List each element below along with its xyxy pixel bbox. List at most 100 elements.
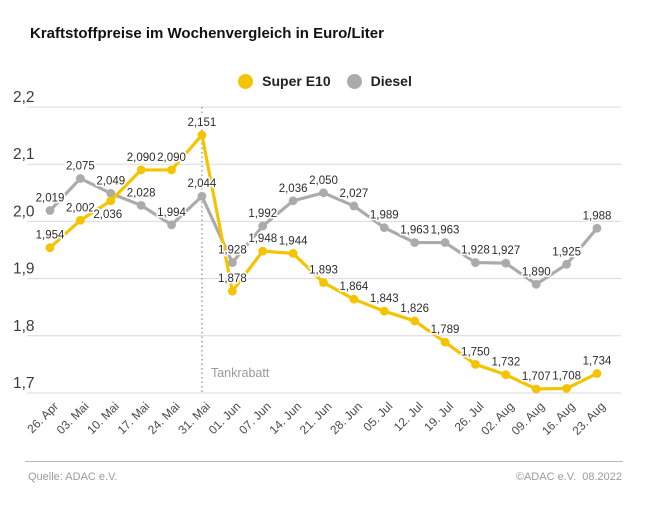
data-point-super-e10 <box>197 130 207 140</box>
chart-title: Kraftstoffpreise im Wochenvergleich in E… <box>30 25 384 42</box>
x-axis-tick-label: 16. Aug <box>539 399 578 438</box>
data-point-super-e10 <box>258 246 268 256</box>
data-label: 1,750 <box>461 346 490 358</box>
y-axis-tick-label: 1,8 <box>13 318 35 335</box>
data-label: 1,963 <box>431 225 460 237</box>
tankrabatt-label: Tankrabatt <box>211 366 270 380</box>
data-label: 1,734 <box>583 356 612 368</box>
x-axis-tick-label: 02. Aug <box>478 399 517 438</box>
data-point-diesel <box>227 258 237 267</box>
data-label: 1,826 <box>400 303 429 315</box>
data-label: 1,948 <box>248 233 277 245</box>
data-label: 1,988 <box>583 210 612 222</box>
data-point-super-e10 <box>501 370 511 380</box>
y-axis-tick-label: 1,7 <box>13 375 35 392</box>
data-label: 2,027 <box>339 188 368 200</box>
data-point-diesel <box>440 238 450 247</box>
x-axis-tick-label: 10. Mai <box>84 399 122 437</box>
x-axis-tick-label: 01. Jun <box>206 399 244 437</box>
x-axis-tick-label: 24. Mai <box>145 399 183 437</box>
data-label: 1,708 <box>552 370 581 382</box>
x-axis-tick-label: 09. Aug <box>509 399 548 438</box>
legend-label-diesel: Diesel <box>370 73 412 89</box>
data-label: 2,090 <box>157 152 186 164</box>
legend-label-super-e10: Super E10 <box>262 73 331 89</box>
x-axis-tick-label: 07. Jun <box>236 399 274 437</box>
data-label: 2,044 <box>188 178 217 190</box>
data-point-diesel <box>197 191 207 201</box>
x-axis-tick-label: 21. Jun <box>297 399 335 437</box>
data-label: 1,707 <box>522 371 551 383</box>
data-label: 2,050 <box>309 175 338 187</box>
data-point-diesel <box>379 223 389 233</box>
data-point-diesel <box>592 223 602 233</box>
data-label: 2,090 <box>127 152 156 164</box>
data-point-diesel <box>288 196 298 206</box>
data-point-diesel <box>562 259 572 269</box>
y-axis-tick-label: 2,1 <box>13 146 35 163</box>
data-point-diesel <box>410 238 420 247</box>
data-label: 2,019 <box>36 193 65 205</box>
data-label: 1,925 <box>552 246 581 258</box>
series-line-super-e10 <box>48 133 599 391</box>
data-label: 2,075 <box>66 161 95 173</box>
data-point-super-e10 <box>410 316 420 326</box>
data-label: 1,893 <box>309 265 338 277</box>
legend: Super E10 Diesel <box>0 73 650 89</box>
data-label: 1,963 <box>400 225 429 237</box>
data-label: 1,928 <box>461 245 490 257</box>
data-point-diesel <box>501 258 511 268</box>
data-point-super-e10 <box>562 384 572 393</box>
data-label: 1,878 <box>218 273 247 285</box>
data-point-super-e10 <box>592 369 602 378</box>
x-axis-tick-label: 19. Jul <box>421 399 456 434</box>
data-point-diesel <box>75 174 85 183</box>
x-axis-tick-label: 31. Mai <box>175 399 213 437</box>
data-point-diesel <box>531 279 541 289</box>
data-point-super-e10 <box>136 165 146 175</box>
data-label: 2,151 <box>188 117 217 129</box>
data-label: 1,994 <box>157 207 186 219</box>
data-point-super-e10 <box>471 360 480 369</box>
data-point-diesel <box>167 220 176 230</box>
data-point-super-e10 <box>167 165 176 175</box>
footer-divider <box>25 461 623 462</box>
data-label: 1,843 <box>370 293 399 305</box>
legend-item-super-e10: Super E10 <box>238 73 331 89</box>
data-point-super-e10 <box>349 294 359 304</box>
data-point-diesel <box>258 221 268 231</box>
data-label: 1,928 <box>218 245 247 257</box>
data-point-diesel <box>136 200 146 210</box>
data-label: 2,028 <box>127 187 156 199</box>
y-axis-tick-label: 1,9 <box>13 261 35 278</box>
data-label: 1,927 <box>491 245 520 257</box>
data-point-super-e10 <box>106 196 116 206</box>
data-point-super-e10 <box>227 286 237 296</box>
data-point-super-e10 <box>45 243 55 253</box>
data-label: 2,036 <box>279 183 308 195</box>
data-point-diesel <box>319 188 328 198</box>
data-label: 1,890 <box>522 266 551 278</box>
x-axis-tick-label: 26. Apr <box>24 399 61 436</box>
x-axis-tick-label: 28. Jun <box>327 399 365 437</box>
data-point-diesel <box>106 188 116 198</box>
x-axis-tick-label: 12. Jul <box>391 399 426 434</box>
footer-copyright: ©ADAC e.V. 08.2022 <box>515 471 622 483</box>
data-point-diesel <box>471 258 480 267</box>
diesel-marker-icon <box>346 73 362 89</box>
data-label: 2,049 <box>96 175 125 187</box>
data-point-super-e10 <box>531 384 541 394</box>
data-point-super-e10 <box>75 215 85 225</box>
super-e10-marker-icon <box>238 73 254 89</box>
data-point-diesel <box>45 206 55 215</box>
data-point-diesel <box>349 201 359 211</box>
x-axis-tick-label: 14. Jun <box>266 399 304 437</box>
data-label: 1,732 <box>491 357 520 369</box>
data-label: 1,864 <box>339 281 368 293</box>
x-axis-tick-label: 05. Jul <box>360 399 395 434</box>
data-point-super-e10 <box>379 306 389 316</box>
x-axis-tick-label: 03. Mai <box>54 399 92 437</box>
data-label: 2,036 <box>93 209 122 221</box>
